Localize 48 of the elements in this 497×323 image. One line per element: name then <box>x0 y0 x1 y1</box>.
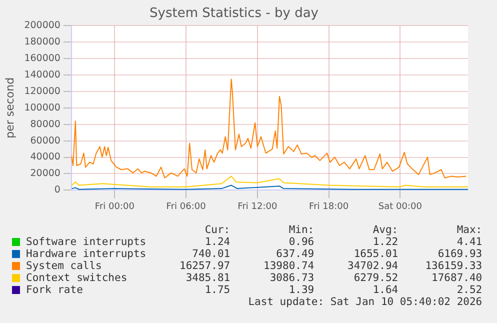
legend-label: Fork rate <box>25 284 84 296</box>
x-tick-label: Fri 06:00 <box>166 202 206 212</box>
y-axis-title: per second <box>3 77 16 138</box>
chart-title: System Statistics - by day <box>150 6 319 22</box>
text: 1.22 <box>372 236 398 248</box>
x-tick-label: Fri 00:00 <box>94 202 135 212</box>
text: 637.49 <box>275 248 314 260</box>
legend-label: Hardware interrupts <box>25 248 146 260</box>
text: 0.96 <box>288 236 314 248</box>
text: 6279.52 <box>352 272 398 284</box>
text: 3485.81 <box>184 272 230 284</box>
text: 740.01 <box>191 248 230 260</box>
text: 4.41 <box>456 236 482 248</box>
legend-label: System calls <box>25 260 103 272</box>
text: Min: <box>288 224 314 236</box>
text: 1.75 <box>204 284 230 296</box>
text: 17687.40 <box>430 272 482 284</box>
text: 1.39 <box>288 284 314 296</box>
text: 6169.93 <box>436 248 482 260</box>
y-tick-label: 140000 <box>24 69 60 80</box>
y-tick-label: 160000 <box>24 52 60 64</box>
y-tick-label: 180000 <box>24 36 60 48</box>
text: 13980.74 <box>262 260 314 272</box>
y-tick-label: 20000 <box>30 168 60 180</box>
y-tick-label: 40000 <box>30 152 60 163</box>
y-tick-label: 120000 <box>24 86 60 97</box>
text: 1.64 <box>372 284 398 296</box>
text: 34702.94 <box>346 260 398 272</box>
legend-label: Software interrupts <box>25 236 146 248</box>
y-tick-label: 200000 <box>24 20 60 32</box>
y-tick-label: 100000 <box>24 102 60 114</box>
x-tick-label: Fri 12:00 <box>238 202 278 212</box>
legend-label: Context switches <box>25 272 128 284</box>
y-tick-label: 60000 <box>30 135 60 146</box>
x-tick-label: Sat 00:00 <box>378 202 422 212</box>
text: Cur: <box>204 224 230 236</box>
text: 136159.33 <box>424 260 482 272</box>
y-tick-label: 0 <box>54 184 60 196</box>
text: Last update: Sat Jan 10 05:40:02 2026 <box>247 296 482 308</box>
x-tick-label: Fri 18:00 <box>309 202 349 212</box>
text: 1.24 <box>204 236 230 248</box>
text: 2.52 <box>456 284 482 296</box>
text: 1655.01 <box>352 248 398 260</box>
text: Max: <box>456 224 482 236</box>
text: 16257.97 <box>178 260 230 272</box>
y-tick-label: 80000 <box>30 118 60 130</box>
text: Avg: <box>372 224 398 236</box>
text: 3086.73 <box>268 272 314 284</box>
